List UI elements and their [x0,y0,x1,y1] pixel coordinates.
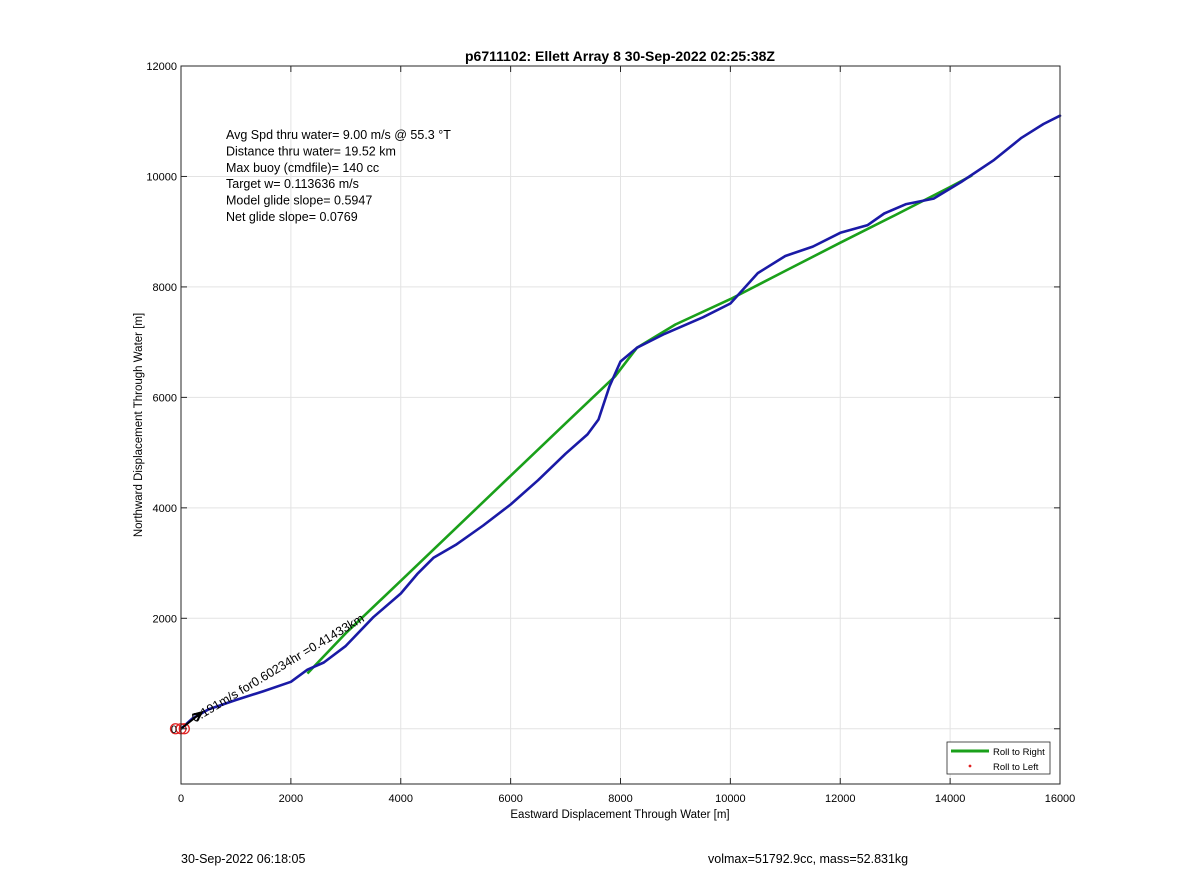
x-tick-label: 2000 [279,793,303,805]
y-tick-label: 6000 [153,392,177,404]
legend: Roll to Right Roll to Left [946,741,1051,775]
current-arrow-shaft [180,711,203,730]
x-tick-label: 10000 [715,793,746,805]
legend-swatch-roll-left [968,764,972,768]
y-tick-label: 8000 [153,282,177,294]
chart-title: p6711102: Ellett Array 8 30-Sep-2022 02:… [465,48,775,64]
stats-line: Avg Spd thru water= 9.00 m/s @ 55.3 °T [226,128,451,142]
x-tick-label: 0 [178,793,184,805]
y-tick-label: 12000 [146,61,177,73]
x-tick-label: 6000 [498,793,522,805]
stats-line: Target w= 0.113636 m/s [226,177,359,191]
ticks: 0 2000 4000 6000 8000 10000 12000 14000 16000 0 20… [146,61,1075,805]
legend-label-roll-right: Roll to Right [993,747,1045,758]
x-tick-label: 12000 [825,793,856,805]
y-tick-label: 0 [171,724,177,736]
series-track [179,114,1062,731]
x-tick-label: 4000 [389,793,413,805]
stats-annotations: Avg Spd thru water= 9.00 m/s @ 55.3 °T Di… [226,128,451,224]
y-tick-label: 2000 [153,613,177,625]
x-axis-label: Eastward Displacement Through Water [m] [510,809,729,821]
x-tick-label: 14000 [935,793,966,805]
roll-left-point [178,723,190,735]
y-tick-label: 4000 [153,503,177,515]
x-tick-label: 8000 [608,793,632,805]
x-tick-label: 16000 [1045,793,1076,805]
stats-line: Max buoy (cmdfile)= 140 cc [226,161,379,175]
stats-line: Model glide slope= 0.5947 [226,194,372,208]
y-tick-label: 10000 [146,171,177,183]
footer-timestamp: 30-Sep-2022 06:18:05 [181,852,306,866]
legend-label-roll-left: Roll to Left [993,762,1039,773]
stats-line: Net glide slope= 0.0769 [226,210,358,224]
legend-box [946,741,1051,775]
stats-line: Distance thru water= 19.52 km [226,144,396,158]
current-arrow-head [191,710,204,722]
y-axis-label: Northward Displacement Through Water [m] [133,313,145,537]
footer-volmax-mass: volmax=51792.9cc, mass=52.831kg [708,852,909,866]
